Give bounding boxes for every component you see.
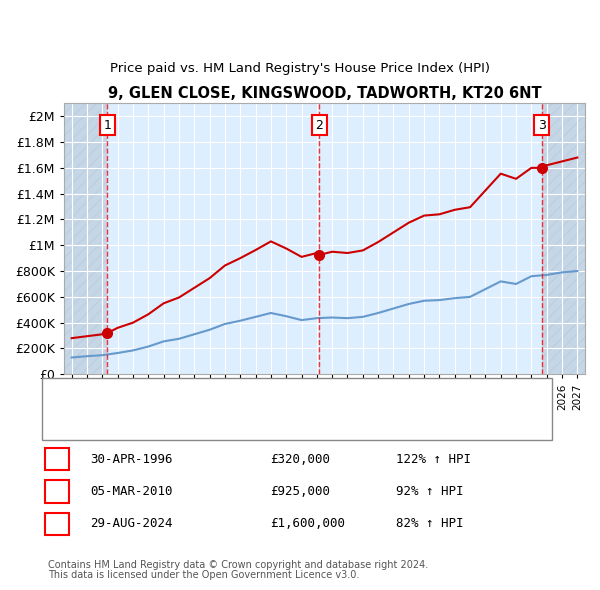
- Text: 3: 3: [53, 517, 61, 530]
- Text: 29-AUG-2024: 29-AUG-2024: [90, 517, 173, 530]
- Text: £1,600,000: £1,600,000: [270, 517, 345, 530]
- Text: Price paid vs. HM Land Registry's House Price Index (HPI): Price paid vs. HM Land Registry's House …: [110, 62, 490, 75]
- Text: Contains HM Land Registry data © Crown copyright and database right 2024.: Contains HM Land Registry data © Crown c…: [48, 560, 428, 569]
- Text: £925,000: £925,000: [270, 485, 330, 498]
- Title: 9, GLEN CLOSE, KINGSWOOD, TADWORTH, KT20 6NT: 9, GLEN CLOSE, KINGSWOOD, TADWORTH, KT20…: [108, 86, 541, 101]
- Text: This data is licensed under the Open Government Licence v3.0.: This data is licensed under the Open Gov…: [48, 571, 359, 580]
- Text: 05-MAR-2010: 05-MAR-2010: [90, 485, 173, 498]
- Text: 1: 1: [53, 453, 61, 466]
- Text: 82% ↑ HPI: 82% ↑ HPI: [396, 517, 463, 530]
- Text: £320,000: £320,000: [270, 453, 330, 466]
- Text: 2: 2: [53, 485, 61, 498]
- Text: HPI: Average price, detached house, Reigate and Banstead: HPI: Average price, detached house, Reig…: [108, 411, 437, 421]
- Text: 30-APR-1996: 30-APR-1996: [90, 453, 173, 466]
- Text: 1: 1: [103, 119, 112, 132]
- Text: 3: 3: [538, 119, 545, 132]
- Bar: [64, 103, 107, 374]
- Text: 92% ↑ HPI: 92% ↑ HPI: [396, 485, 463, 498]
- Text: 9, GLEN CLOSE, KINGSWOOD, TADWORTH, KT20 6NT (detached house): 9, GLEN CLOSE, KINGSWOOD, TADWORTH, KT20…: [108, 388, 503, 397]
- Bar: [542, 103, 585, 374]
- Text: 2: 2: [316, 119, 323, 132]
- Text: 122% ↑ HPI: 122% ↑ HPI: [396, 453, 471, 466]
